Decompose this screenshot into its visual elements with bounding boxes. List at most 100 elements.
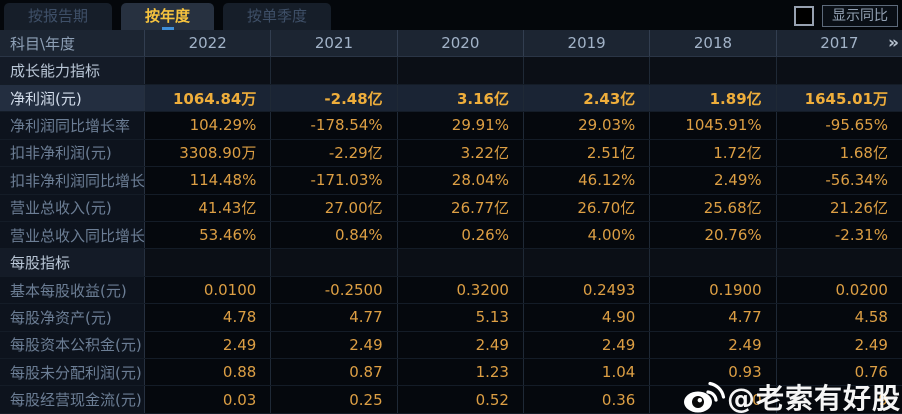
value-cell [776,57,902,84]
value-cell: -2.31% [776,221,902,249]
value-cell: 29.91% [397,112,524,139]
show-yoy-label[interactable]: 显示同比 [822,5,898,27]
value-cell: -178.54% [271,112,398,139]
value-cell: 0.0100 [145,276,272,304]
tab-by-report-period[interactable]: 按报告期 [4,3,113,30]
year-column-header: 2020 [397,30,524,57]
year-column-header: 2019 [523,30,651,57]
value-cell: 25.68亿 [650,194,777,221]
value-cell: 41.43亿 [145,194,272,221]
value-cell: 2.49 [523,331,651,359]
value-cell [271,57,398,84]
value-cell: 0.26% [397,221,524,249]
row-label: 净利润(元) [0,84,145,112]
value-cell: 4.78 [145,304,272,331]
value-cell: 0.0200 [776,276,902,304]
value-cell: 27.00亿 [271,194,398,221]
value-cell: 1045.91% [650,112,777,139]
row-label: 扣非净利润同比增长率 [0,167,145,194]
value-cell: 2.49 [776,331,902,359]
table-row[interactable]: 营业总收入同比增长率53.46%0.84%0.26%4.00%20.76%-2.… [0,221,902,250]
value-cell: 114.48% [145,167,272,194]
value-cell: 0.88 [145,359,272,386]
value-cell [397,57,524,84]
year-column-header: 2022 [145,30,272,57]
value-cell: 29.03% [523,112,651,139]
value-cell: 1064.84万 [145,84,272,112]
value-cell: 4.00% [523,221,651,249]
value-cell: 1.89亿 [650,84,777,112]
value-cell: 4.77 [271,304,398,331]
value-cell: 0.52 [397,386,524,413]
value-cell: 0.1900 [650,276,777,304]
value-cell: 20.76% [650,221,777,249]
table-row[interactable]: 每股净资产(元) 4.78 4.77 5.13 4.90 4.77 4.58 [0,304,902,332]
table-row[interactable]: 每股经营现金流(元) 0.03 0.25 0.52 0.36 0 9 [0,386,902,414]
value-cell: 2.49 [650,331,777,359]
value-cell [145,249,272,276]
table-row[interactable]: 基本每股收益(元) 0.0100 -0.2500 0.3200 0.2493 0.1900… [0,276,902,305]
table-header-row: 科目\年度 2022 2021 2020 2019 2018 2017» [0,30,902,58]
row-label: 扣非净利润(元) [0,139,145,167]
value-cell [650,249,777,276]
value-cell: 2.43亿 [523,84,651,112]
year-column-header: 2021 [271,30,398,57]
value-cell: 2.51亿 [523,139,651,167]
value-cell: 2.49 [397,331,524,359]
value-cell: 0.03 [145,386,272,413]
show-yoy-checkbox[interactable] [794,6,814,26]
table-row[interactable]: 净利润(元) 1064.84万 -2.48亿 3.16亿 2.43亿 1.89亿 1645.… [0,84,902,113]
value-cell: 0 [650,386,777,413]
table-row[interactable]: 净利润同比增长率 104.29% -178.54% 29.91% 29.03% 1045.… [0,112,902,140]
more-columns-icon[interactable]: » [887,33,899,54]
corner-header: 科目\年度 [0,30,145,57]
section-row[interactable]: 成长能力指标 [0,57,902,85]
tab-by-quarter[interactable]: 按单季度 [223,3,332,30]
value-cell: 0.3200 [397,276,524,304]
value-cell: 0.76 [776,359,902,386]
tab-bar: 按报告期 按年度 按单季度 显示同比 [0,0,902,30]
value-cell: 0.25 [271,386,398,413]
table-row[interactable]: 每股未分配利润(元) 0.88 0.87 1.23 1.04 0.93 0.76 [0,359,902,387]
table-row[interactable]: 每股资本公积金(元) 2.49 2.49 2.49 2.49 2.49 2.49 [0,331,902,360]
value-cell: 4.90 [523,304,651,331]
value-cell [397,249,524,276]
section-row[interactable]: 每股指标 [0,249,902,277]
value-cell [650,57,777,84]
row-label: 基本每股收益(元) [0,276,145,304]
year-column-header: 2018 [650,30,777,57]
value-cell: 5.13 [397,304,524,331]
row-label: 每股资本公积金(元) [0,331,145,359]
value-cell: 9 [776,386,902,413]
value-cell: -56.34% [776,167,902,194]
table-row[interactable]: 营业总收入(元) 41.43亿 27.00亿 26.77亿 26.70亿 25.68亿 21… [0,194,902,222]
value-cell: 26.77亿 [397,194,524,221]
value-cell: 2.49 [145,331,272,359]
value-cell: 21.26亿 [776,194,902,221]
value-cell: -171.03% [271,167,398,194]
value-cell: 1.04 [523,359,651,386]
value-cell: 3308.90万 [145,139,272,167]
value-cell: 0.36 [523,386,651,413]
value-cell: 1645.01万 [776,84,902,112]
value-cell [145,57,272,84]
row-label: 成长能力指标 [0,57,145,84]
value-cell: 2.49 [271,331,398,359]
table-row[interactable]: 扣非净利润(元) 3308.90万 -2.29亿 3.22亿 2.51亿 1.72亿 1.6… [0,139,902,168]
value-cell [271,249,398,276]
value-cell: 26.70亿 [523,194,651,221]
yoy-control-group: 显示同比 [794,5,898,27]
row-label: 营业总收入同比增长率 [0,221,145,249]
value-cell [523,57,651,84]
row-label: 营业总收入(元) [0,194,145,221]
value-cell: 1.72亿 [650,139,777,167]
value-cell: 53.46% [145,221,272,249]
value-cell: 3.22亿 [397,139,524,167]
row-label: 每股未分配利润(元) [0,359,145,386]
row-label: 每股净资产(元) [0,304,145,331]
row-label: 每股指标 [0,249,145,276]
row-label: 净利润同比增长率 [0,112,145,139]
tab-by-year[interactable]: 按年度 [121,3,215,30]
table-row[interactable]: 扣非净利润同比增长率114.48%-171.03%28.04%46.12%2.4… [0,167,902,195]
